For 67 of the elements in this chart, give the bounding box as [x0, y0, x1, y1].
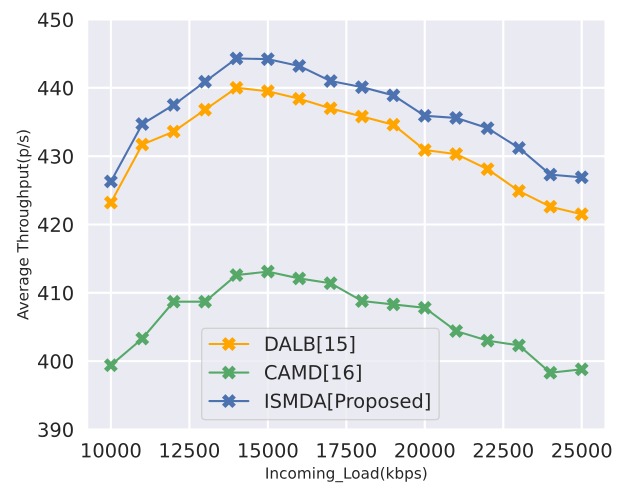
y-tick-label: 390 [38, 422, 73, 438]
legend-label: DALB[15] [266, 336, 354, 354]
y-tick-label: 430 [38, 149, 73, 164]
point [135, 138, 150, 152]
point [512, 141, 526, 155]
point [512, 338, 526, 352]
point [355, 80, 369, 94]
y-tick-label: 440 [38, 80, 73, 96]
point [104, 196, 118, 210]
point [574, 170, 589, 184]
point [512, 184, 526, 198]
x-tick-label: 15000 [239, 442, 298, 458]
y-tick-label: 410 [38, 286, 73, 300]
point [386, 297, 400, 312]
y-tick-label: 450 [38, 12, 73, 28]
point [260, 52, 275, 66]
point [166, 124, 181, 139]
x-tick-label: 22500 [474, 442, 533, 458]
point [135, 117, 150, 131]
point [449, 324, 464, 338]
point [355, 294, 369, 308]
point [355, 110, 369, 124]
point [292, 92, 306, 106]
point [324, 74, 338, 88]
point [198, 102, 212, 117]
x-tick-label: 17500 [318, 442, 376, 458]
point [449, 110, 464, 125]
point [324, 101, 338, 116]
point [135, 332, 150, 346]
point [418, 143, 432, 157]
legend-label: ISMDA[Proposed] [266, 393, 430, 412]
point [480, 162, 495, 176]
legend-label: CAMD[16] [264, 364, 361, 382]
point [418, 108, 432, 123]
point [418, 300, 432, 315]
point [324, 276, 338, 290]
point [198, 74, 212, 89]
x-tick-label: 20000 [395, 442, 454, 458]
point [166, 98, 181, 112]
x-tick-label: 25000 [552, 442, 612, 458]
point [292, 59, 306, 73]
point [386, 88, 400, 102]
point [230, 80, 244, 95]
point [543, 366, 558, 380]
point [230, 268, 244, 282]
point [386, 118, 400, 132]
y-tick-label: 420 [38, 217, 73, 232]
y-tick-label: 400 [38, 354, 73, 369]
y-axis-title: Average Throughput(p/s) [16, 130, 32, 320]
point [260, 84, 275, 98]
point [480, 334, 495, 348]
point [230, 52, 244, 66]
point [543, 200, 558, 214]
point [480, 121, 495, 136]
point [104, 358, 118, 372]
point [104, 174, 118, 188]
x-tick-label: 10000 [82, 442, 141, 458]
point [166, 294, 181, 309]
point [574, 362, 589, 376]
point [543, 168, 558, 182]
point [574, 207, 589, 222]
point [292, 272, 306, 286]
point [260, 264, 275, 279]
x-tick-label: 12500 [160, 442, 220, 458]
x-axis-title: Incoming_Load(kbps) [266, 467, 426, 482]
point [198, 294, 212, 309]
point [449, 147, 464, 162]
